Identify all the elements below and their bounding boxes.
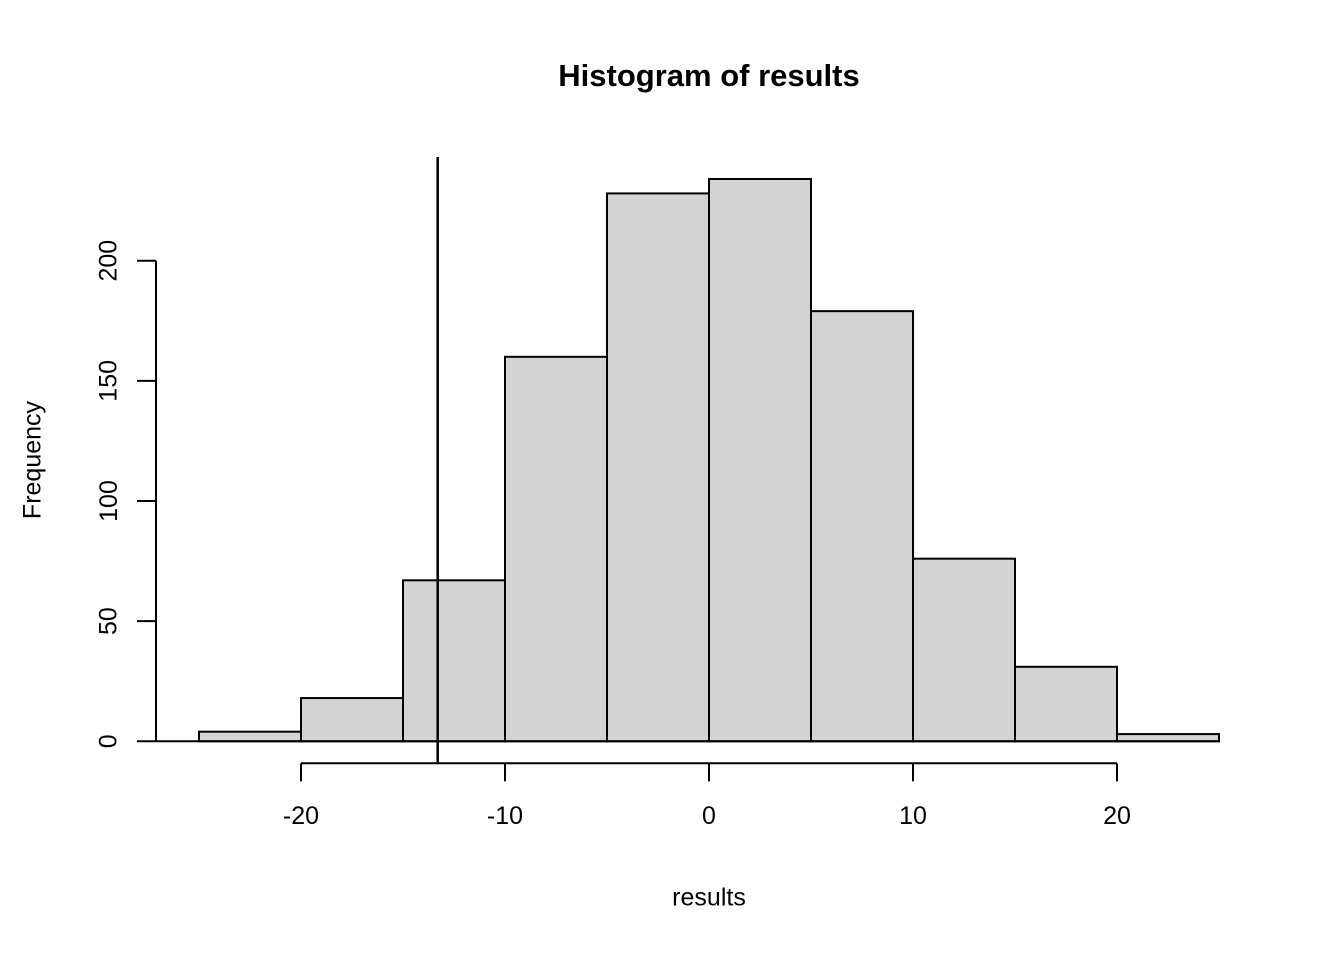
x-tick-label: 20 [1103,802,1131,830]
y-tick-label: 150 [95,360,123,402]
histogram-bar [912,557,1016,743]
chart-title: Histogram of results [558,58,860,93]
histogram-bar [1116,733,1220,743]
y-tick-label: 50 [95,607,123,635]
histogram-bar [606,192,710,743]
histogram-bar [504,355,608,743]
histogram-bar [300,697,404,743]
x-tick-label: 10 [899,802,927,830]
histogram-bar [198,730,302,743]
x-tick-label: -10 [487,802,523,830]
x-tick-label: -20 [283,802,319,830]
y-tick-label: 200 [95,240,123,282]
histogram-bar [1014,665,1118,743]
histogram-bar [810,310,914,743]
histogram-bar [708,177,812,743]
x-tick-label: 0 [702,802,716,830]
y-tick-label: 0 [95,734,123,748]
x-axis-label: results [672,883,746,912]
histogram-bar [402,579,506,743]
y-tick-label: 100 [95,480,123,522]
